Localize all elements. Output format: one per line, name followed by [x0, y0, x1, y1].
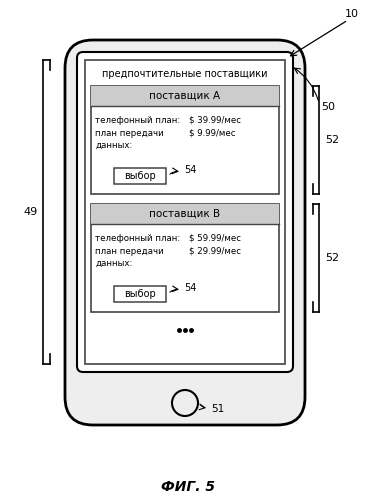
Text: телефонный план:: телефонный план:	[95, 115, 180, 124]
Text: предпочтительные поставщики: предпочтительные поставщики	[102, 69, 268, 79]
Text: данных:: данных:	[95, 258, 132, 267]
Text: 10: 10	[345, 9, 359, 19]
Text: выбор: выбор	[124, 171, 156, 181]
Text: 54: 54	[184, 283, 196, 293]
Text: $ 9.99/мес: $ 9.99/мес	[189, 129, 235, 138]
FancyBboxPatch shape	[91, 204, 279, 312]
Text: 52: 52	[325, 135, 339, 145]
Text: ФИГ. 5: ФИГ. 5	[161, 480, 215, 494]
Text: выбор: выбор	[124, 289, 156, 299]
FancyBboxPatch shape	[91, 86, 279, 106]
Text: 54: 54	[184, 165, 196, 175]
Text: $ 39.99/мес: $ 39.99/мес	[189, 115, 241, 124]
Text: 52: 52	[325, 253, 339, 263]
FancyBboxPatch shape	[65, 40, 305, 425]
Text: поставщик А: поставщик А	[149, 91, 221, 101]
FancyBboxPatch shape	[77, 52, 293, 372]
Text: $ 29.99/мес: $ 29.99/мес	[189, 247, 241, 255]
Text: 51: 51	[211, 404, 224, 414]
Text: данных:: данных:	[95, 141, 132, 150]
Text: 50: 50	[321, 102, 335, 112]
Text: телефонный план:: телефонный план:	[95, 234, 180, 243]
Text: поставщик В: поставщик В	[149, 209, 221, 219]
Text: план передачи: план передачи	[95, 247, 164, 255]
FancyBboxPatch shape	[91, 204, 279, 224]
Text: 49: 49	[24, 207, 38, 217]
Text: $ 59.99/мес: $ 59.99/мес	[189, 234, 241, 243]
FancyBboxPatch shape	[85, 60, 285, 364]
Text: план передачи: план передачи	[95, 129, 164, 138]
FancyBboxPatch shape	[114, 286, 166, 302]
FancyBboxPatch shape	[91, 86, 279, 194]
FancyBboxPatch shape	[114, 168, 166, 184]
